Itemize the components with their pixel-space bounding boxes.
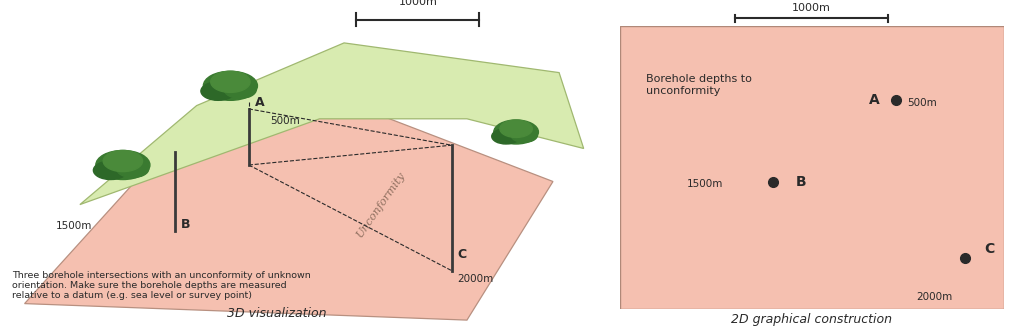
Circle shape xyxy=(224,81,256,98)
Text: 1000m: 1000m xyxy=(398,0,437,7)
Circle shape xyxy=(492,129,520,144)
Text: 2000m: 2000m xyxy=(916,292,952,302)
Text: 500m: 500m xyxy=(907,98,937,108)
Circle shape xyxy=(500,120,532,137)
Text: 2D graphical construction: 2D graphical construction xyxy=(731,313,892,326)
Text: Three borehole intersections with an unconformity of unknown
orientation. Make s: Three borehole intersections with an unc… xyxy=(12,271,311,300)
Text: C: C xyxy=(458,248,467,260)
Polygon shape xyxy=(25,99,553,320)
Circle shape xyxy=(201,82,236,100)
FancyBboxPatch shape xyxy=(620,26,1004,309)
Text: 1500m: 1500m xyxy=(687,180,723,189)
Circle shape xyxy=(93,161,128,180)
Text: A: A xyxy=(255,96,264,109)
Circle shape xyxy=(511,128,538,142)
Text: 1000m: 1000m xyxy=(793,3,830,13)
Circle shape xyxy=(211,71,250,92)
Text: 500m: 500m xyxy=(270,115,300,125)
Circle shape xyxy=(117,160,148,178)
Circle shape xyxy=(494,120,539,144)
Text: B: B xyxy=(181,218,190,231)
Text: Borehole depths to
unconformity: Borehole depths to unconformity xyxy=(646,74,753,96)
Text: 1500m: 1500m xyxy=(55,221,92,231)
Text: B: B xyxy=(797,175,807,188)
Text: A: A xyxy=(869,93,880,107)
Text: 3D visualization: 3D visualization xyxy=(226,307,327,320)
Circle shape xyxy=(96,150,150,180)
Circle shape xyxy=(204,71,257,100)
Polygon shape xyxy=(80,43,584,205)
Text: C: C xyxy=(984,242,994,256)
Text: Unconformity: Unconformity xyxy=(354,170,408,239)
Circle shape xyxy=(103,150,142,172)
Text: 2000m: 2000m xyxy=(458,274,494,284)
